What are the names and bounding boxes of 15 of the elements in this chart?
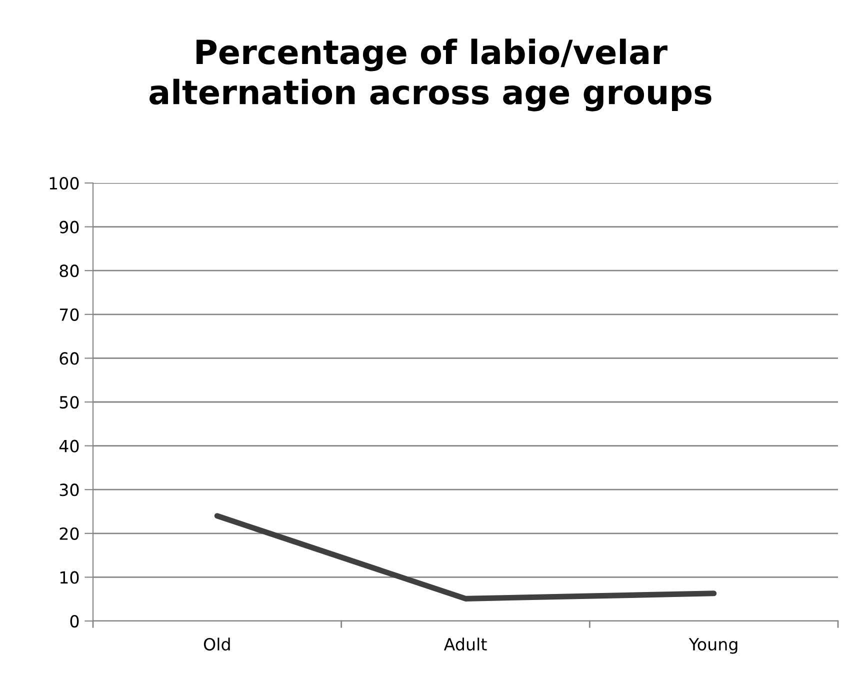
- y-tick-label: 80: [60, 264, 79, 278]
- y-tick-label: 100: [50, 176, 79, 190]
- chart-title: Percentage of labio/velar alternation across age groups: [150, 38, 712, 112]
- y-tick-label: 60: [60, 352, 79, 365]
- y-tick-label: 0: [70, 614, 79, 628]
- y-tick-label: 70: [60, 308, 79, 321]
- x-tick-label: Adult: [444, 638, 487, 651]
- y-tick-label: 30: [60, 484, 79, 496]
- y-tick-label: 10: [60, 571, 79, 584]
- y-tick-label: 40: [59, 440, 79, 452]
- y-tick-label: 50: [60, 396, 79, 409]
- x-tick-label: Old: [204, 638, 230, 651]
- x-tick-label: Young: [688, 638, 738, 654]
- y-tick-label: 90: [60, 220, 79, 234]
- y-tick-label: 20: [60, 527, 79, 540]
